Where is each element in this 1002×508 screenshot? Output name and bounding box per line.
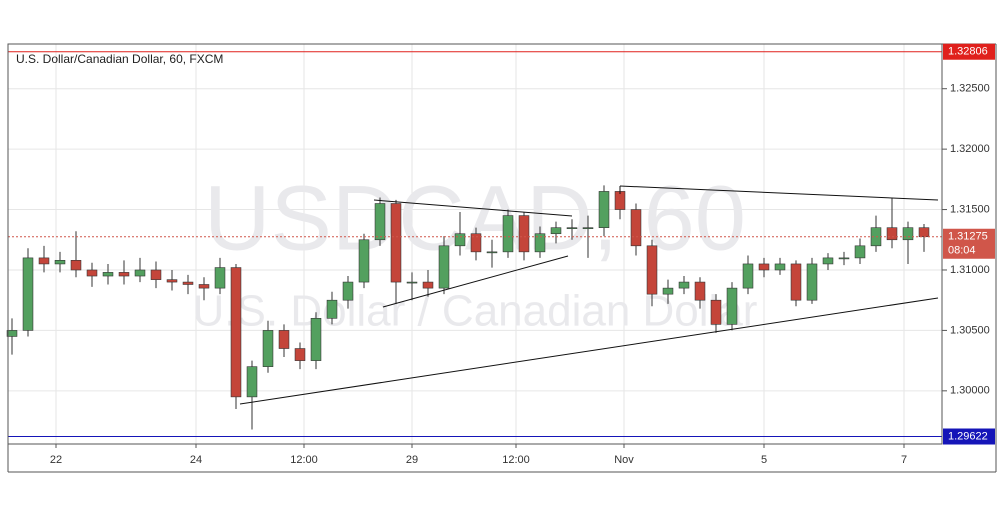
level-label: 1.29622 [948, 430, 988, 442]
candle-body [86, 269, 98, 277]
candle-body [598, 191, 610, 228]
watermark: USDCAD, 60 [204, 167, 746, 269]
candle-body [518, 215, 530, 253]
countdown: 08:04 [948, 245, 976, 257]
candle-body [310, 318, 322, 361]
candle-body [70, 260, 82, 271]
candle-body [230, 267, 242, 398]
candle-body [710, 299, 722, 325]
trend-lines [239, 185, 939, 405]
candle-body [902, 227, 914, 241]
x-tick-label: 12:00 [502, 454, 530, 466]
candle-body [742, 263, 754, 289]
level-label-box [943, 43, 995, 60]
candle-body [406, 281, 418, 284]
trend-line [373, 199, 573, 217]
candle-body [342, 281, 354, 301]
x-tick-label: 29 [406, 454, 418, 466]
x-tick-label: 7 [901, 454, 907, 466]
candle-body [534, 233, 546, 253]
candle-body [886, 227, 898, 241]
candle-body [246, 366, 258, 398]
candle-body [358, 239, 370, 283]
trend-line [619, 185, 939, 201]
candle-body [694, 281, 706, 301]
x-tick-label: 12:00 [290, 454, 318, 466]
candle-body [326, 299, 338, 319]
candle-body [550, 227, 562, 235]
watermark-subtitle: U.S. Dollar / Canadian Dollar [193, 287, 758, 336]
candle-body [678, 281, 690, 289]
candle-body [854, 245, 866, 259]
candle-body [166, 279, 178, 283]
candle-body [918, 227, 930, 238]
y-tick-label: 1.31000 [950, 264, 990, 276]
candle-body [566, 227, 578, 229]
trend-line [239, 297, 939, 405]
candle-body [422, 281, 434, 289]
candle-body [838, 257, 850, 260]
candle-body [822, 257, 834, 265]
candle-body [454, 233, 466, 247]
candle-body [726, 287, 738, 325]
candle-body [38, 257, 50, 265]
x-tick-label: Nov [614, 454, 634, 466]
candle-body [662, 287, 674, 295]
x-tick-label: 5 [761, 454, 767, 466]
candle-body [262, 330, 274, 367]
y-tick-label: 1.32000 [950, 143, 990, 155]
candle-body [294, 348, 306, 361]
candle-body [54, 260, 66, 265]
candle-body [102, 272, 114, 277]
candle-body [438, 245, 450, 289]
candle-body [806, 263, 818, 301]
level-label-box [943, 428, 995, 445]
candle-body [390, 203, 402, 283]
candle-body [630, 209, 642, 247]
candle-body [758, 263, 770, 271]
candle-body [646, 245, 658, 295]
last-price-label: 1.31275 [948, 231, 988, 243]
candle-body [470, 233, 482, 253]
candle-body [774, 263, 786, 271]
y-tick-label: 1.31500 [950, 203, 990, 215]
y-tick-label: 1.30500 [950, 324, 990, 336]
y-tick-label: 1.32500 [950, 83, 990, 95]
chart-title: U.S. Dollar/Canadian Dollar, 60, FXCM [16, 52, 223, 66]
candle-body [486, 251, 498, 254]
candle-body [134, 269, 146, 277]
candle-body [502, 215, 514, 253]
level-label: 1.32806 [948, 46, 988, 58]
candle-body [198, 284, 210, 289]
candle-body [614, 191, 626, 210]
trend-line [382, 255, 569, 308]
axes: 1.30000 1.30500 1.31000 1.31500 1.32000 1.325… [50, 43, 995, 466]
grid [8, 44, 942, 444]
candle-body [182, 281, 194, 285]
plot [6, 51, 942, 438]
candle-body [6, 330, 18, 337]
x-tick-label: 22 [50, 454, 62, 466]
candle-body [22, 257, 34, 331]
candle-body [214, 267, 226, 289]
last-price-box [943, 228, 995, 259]
candle-body [278, 330, 290, 349]
x-tick-label: 24 [190, 454, 202, 466]
candle-body [582, 227, 594, 229]
plot-frame [7, 43, 943, 445]
candle-body [118, 272, 130, 277]
candle-body [790, 263, 802, 301]
y-tick-label: 1.30000 [950, 385, 990, 397]
candle-body [150, 269, 162, 280]
candle-body [374, 203, 386, 241]
